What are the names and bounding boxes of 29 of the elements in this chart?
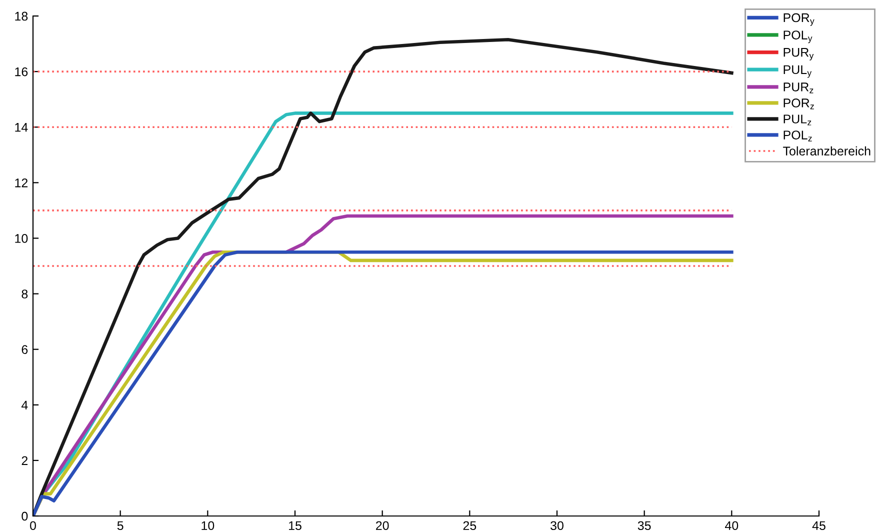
legend-label: POL$_{z}$ (784, 130, 812, 142)
y-tick-label: 2 (22, 456, 28, 465)
legend-label: PUR$_{z}$ (784, 82, 814, 94)
x-tick-label: 20 (376, 521, 389, 530)
x-tick-label: 25 (463, 521, 476, 530)
x-tick-label: 0 (30, 521, 36, 530)
y-tick-label: 0 (22, 512, 28, 521)
y-tick-label: 10 (15, 234, 28, 243)
legend-label: PUL$_{y}$ (784, 65, 812, 78)
legend-label: Toleranzbereich (783, 146, 870, 156)
legend-label: POL$_{y}$ (784, 30, 812, 44)
legend-label: PUR$_{y}$ (784, 48, 814, 60)
y-tick-label: 8 (22, 290, 28, 298)
y-tick-label: 4 (21, 400, 28, 410)
legend-label: PUL$_{z}$ (784, 114, 812, 126)
y-tick-label: 14 (15, 123, 28, 132)
x-tick-label: 10 (202, 521, 214, 530)
y-tick-label: 18 (15, 12, 28, 21)
x-tick-label: 5 (117, 521, 124, 530)
legend-label: POR$_{z}$ (784, 98, 814, 110)
y-tick-label: 12 (15, 178, 28, 188)
y-tick-label: 16 (15, 67, 28, 76)
y-tick-label: 6 (22, 345, 28, 354)
x-tick-label: 45 (812, 521, 826, 530)
x-tick-label: 15 (289, 521, 302, 530)
legend-label: POR$_{y}$ (784, 13, 814, 26)
x-tick-label: 35 (638, 521, 651, 530)
x-tick-label: 40 (725, 521, 738, 530)
x-tick-label: 30 (550, 521, 564, 530)
